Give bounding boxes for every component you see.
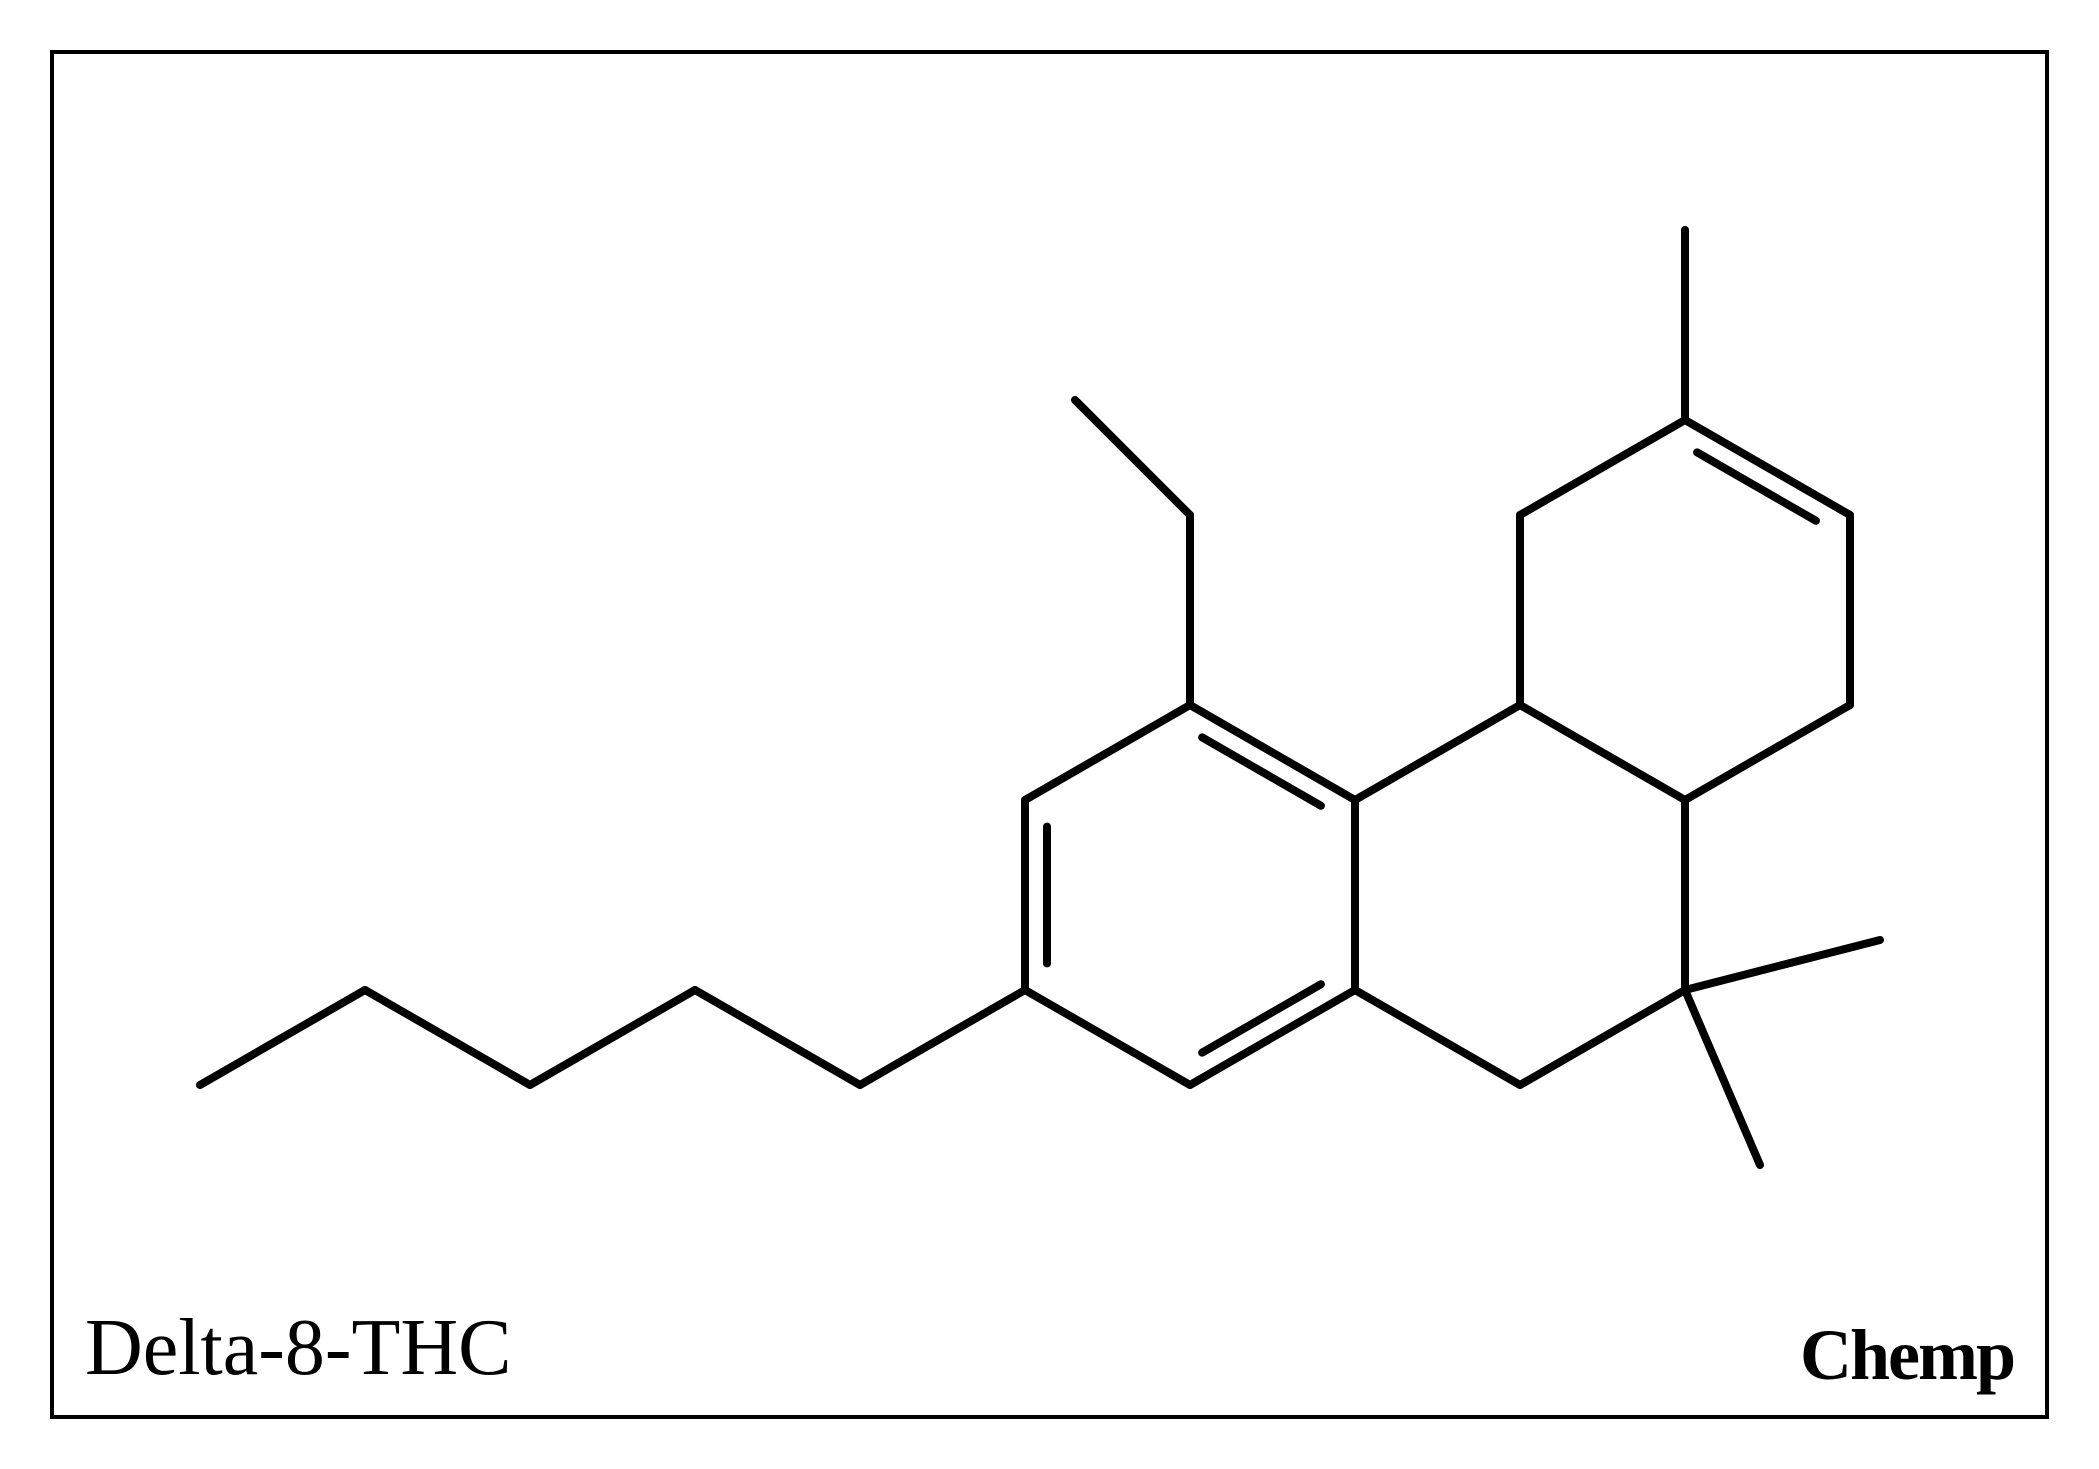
brand-label: Chemp: [1800, 1314, 2014, 1397]
compound-name-label: Delta-8-THC: [85, 1303, 512, 1394]
diagram-container: Delta-8-THC Chemp: [0, 0, 2099, 1469]
molecule-skeletal: [0, 0, 2099, 1469]
